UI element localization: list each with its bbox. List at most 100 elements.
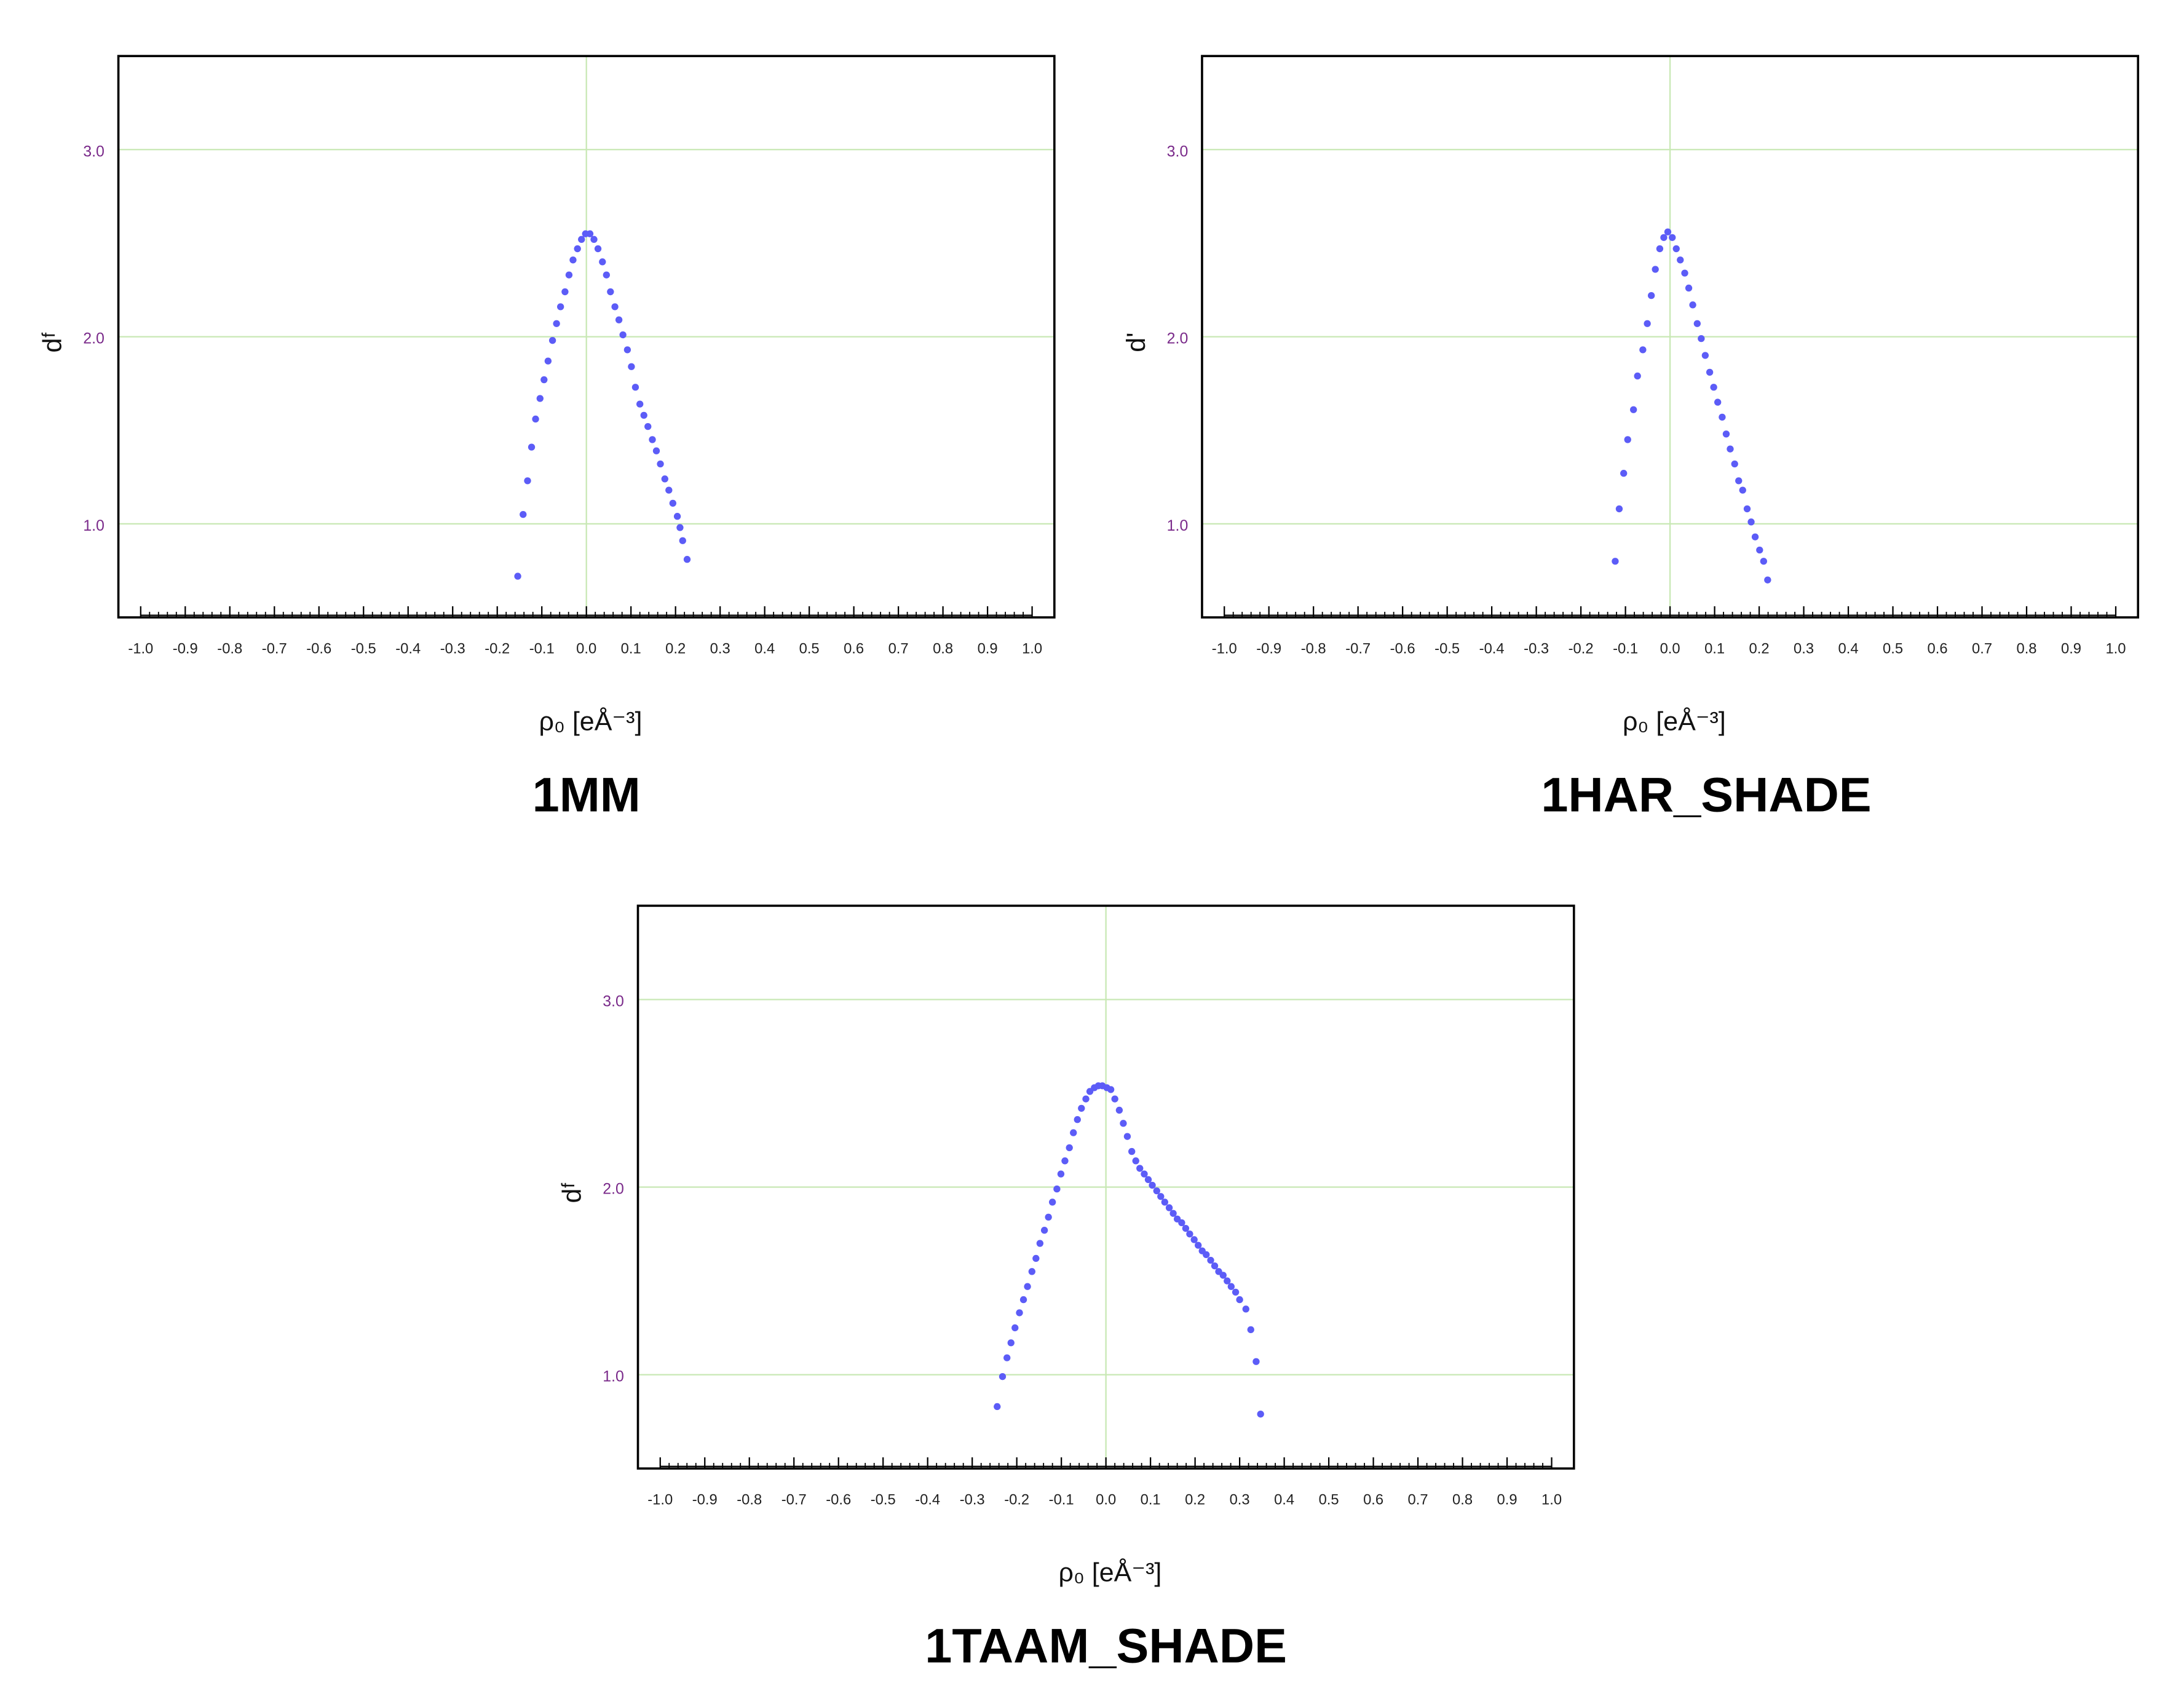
data-point	[1115, 1106, 1123, 1114]
data-point	[1178, 1219, 1185, 1227]
x-tick-label: -0.3	[960, 1492, 985, 1508]
data-point	[669, 499, 676, 507]
data-point	[578, 236, 585, 243]
data-point	[644, 422, 652, 430]
data-point	[1257, 1411, 1264, 1418]
data-point	[1743, 505, 1751, 513]
x-tick-label: 1.0	[1541, 1492, 1562, 1508]
x-tick-label: -0.7	[781, 1492, 807, 1508]
chart-title: 1TAAM_SHADE	[925, 1618, 1287, 1673]
data-point	[1706, 368, 1714, 376]
x-tick-label: 0.6	[844, 640, 864, 657]
x-tick-label: 0.6	[1363, 1492, 1383, 1508]
data-point	[1669, 234, 1676, 241]
data-point	[1681, 269, 1688, 277]
y-axis-label: d'	[1122, 333, 1151, 352]
x-tick-label: 0.2	[665, 640, 686, 657]
x-tick-label: -0.6	[826, 1492, 851, 1508]
x-tick-label: -0.7	[262, 640, 287, 657]
data-point	[1153, 1187, 1160, 1195]
x-tick-label: 0.9	[2061, 640, 2081, 657]
data-point	[611, 303, 619, 311]
x-tick-label: 0.4	[1838, 640, 1859, 657]
data-point	[1003, 1354, 1011, 1361]
data-point	[1629, 406, 1637, 413]
x-tick-label: -0.1	[1613, 640, 1638, 657]
data-point	[1710, 384, 1717, 391]
data-point	[1107, 1086, 1115, 1093]
data-point	[594, 245, 602, 253]
data-point	[1182, 1224, 1190, 1232]
data-point	[1227, 1283, 1235, 1290]
data-point	[1016, 1309, 1023, 1317]
data-point	[1764, 576, 1771, 584]
x-tick-label: 0.3	[1230, 1492, 1250, 1508]
y-tick-label: 2.0	[1167, 330, 1189, 347]
x-axis-label: ρ₀ [eÅ⁻³]	[1623, 707, 1726, 737]
data-point	[636, 400, 644, 408]
x-tick-label: -0.4	[915, 1492, 940, 1508]
x-tick-label: 0.3	[710, 640, 730, 657]
x-tick-label: -0.3	[1524, 640, 1549, 657]
data-point	[628, 363, 635, 370]
data-point	[1128, 1147, 1136, 1155]
data-point	[1074, 1116, 1081, 1123]
x-tick-label: -0.8	[217, 640, 242, 657]
data-point	[1714, 398, 1722, 406]
data-point	[561, 288, 569, 296]
data-point	[1760, 558, 1767, 565]
data-point	[528, 443, 536, 451]
data-point	[590, 236, 598, 243]
x-tick-label: -0.1	[1049, 1492, 1074, 1508]
data-point	[994, 1403, 1001, 1411]
data-point	[548, 336, 556, 344]
data-point	[1136, 1165, 1144, 1172]
data-point	[1620, 470, 1628, 477]
data-point	[1032, 1254, 1040, 1262]
data-point	[1132, 1157, 1139, 1165]
x-tick-label: -1.0	[1212, 640, 1237, 657]
data-point	[619, 331, 627, 339]
x-tick-label: 0.0	[1660, 640, 1680, 657]
data-point	[1165, 1204, 1173, 1211]
data-point	[544, 357, 552, 365]
data-point	[565, 271, 573, 279]
data-point	[1024, 1283, 1031, 1290]
data-point	[1639, 346, 1647, 354]
x-tick-label: 0.5	[1883, 640, 1903, 657]
data-point	[1195, 1242, 1202, 1249]
data-point	[1045, 1213, 1052, 1221]
x-tick-label: 0.1	[1141, 1492, 1161, 1508]
x-tick-label: -0.9	[173, 640, 198, 657]
x-tick-label: 0.8	[1452, 1492, 1473, 1508]
y-tick-label: 2.0	[83, 330, 105, 347]
x-tick-label: -0.1	[529, 640, 555, 657]
x-tick-label: -0.9	[1256, 640, 1281, 657]
data-point	[1689, 301, 1696, 309]
y-axis-label: dᶠ	[38, 332, 68, 353]
chart-title: 1MM	[532, 767, 641, 822]
data-point	[1070, 1129, 1077, 1136]
data-point	[1161, 1198, 1169, 1206]
x-axis-label: ρ₀ [eÅ⁻³]	[539, 707, 643, 737]
x-tick-label: 0.7	[1972, 640, 1992, 657]
data-point	[1203, 1251, 1210, 1259]
data-point	[661, 475, 668, 483]
x-tick-label: -1.0	[128, 640, 153, 657]
data-point	[1756, 546, 1763, 554]
y-tick-label: 3.0	[603, 993, 624, 1010]
data-point	[1634, 372, 1641, 380]
x-tick-label: -0.4	[395, 640, 421, 657]
data-point	[599, 258, 606, 266]
x-tick-label: 0.2	[1185, 1492, 1205, 1508]
x-tick-label: -0.8	[1301, 640, 1326, 657]
data-point	[1120, 1120, 1127, 1127]
x-tick-label: -0.2	[1004, 1492, 1029, 1508]
x-tick-label: 0.0	[576, 640, 596, 657]
data-point	[1111, 1095, 1118, 1103]
y-tick-label: 3.0	[83, 143, 105, 160]
data-point	[679, 537, 686, 544]
data-point	[1061, 1157, 1069, 1165]
data-point	[1647, 291, 1655, 299]
